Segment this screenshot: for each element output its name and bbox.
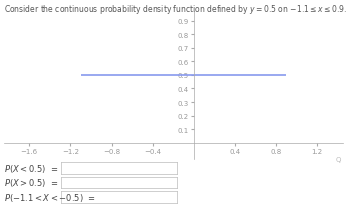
Text: $P(X > 0.5)$  =: $P(X > 0.5)$ = xyxy=(4,177,58,188)
Text: $P(-1.1 < X < -0.5)$  =: $P(-1.1 < X < -0.5)$ = xyxy=(4,191,96,203)
Text: Q: Q xyxy=(336,156,341,162)
Text: Consider the continuous probability density function defined by $y = 0.5$ on $-1: Consider the continuous probability dens… xyxy=(4,3,347,16)
Text: $P(X < 0.5)$  =: $P(X < 0.5)$ = xyxy=(4,162,58,174)
